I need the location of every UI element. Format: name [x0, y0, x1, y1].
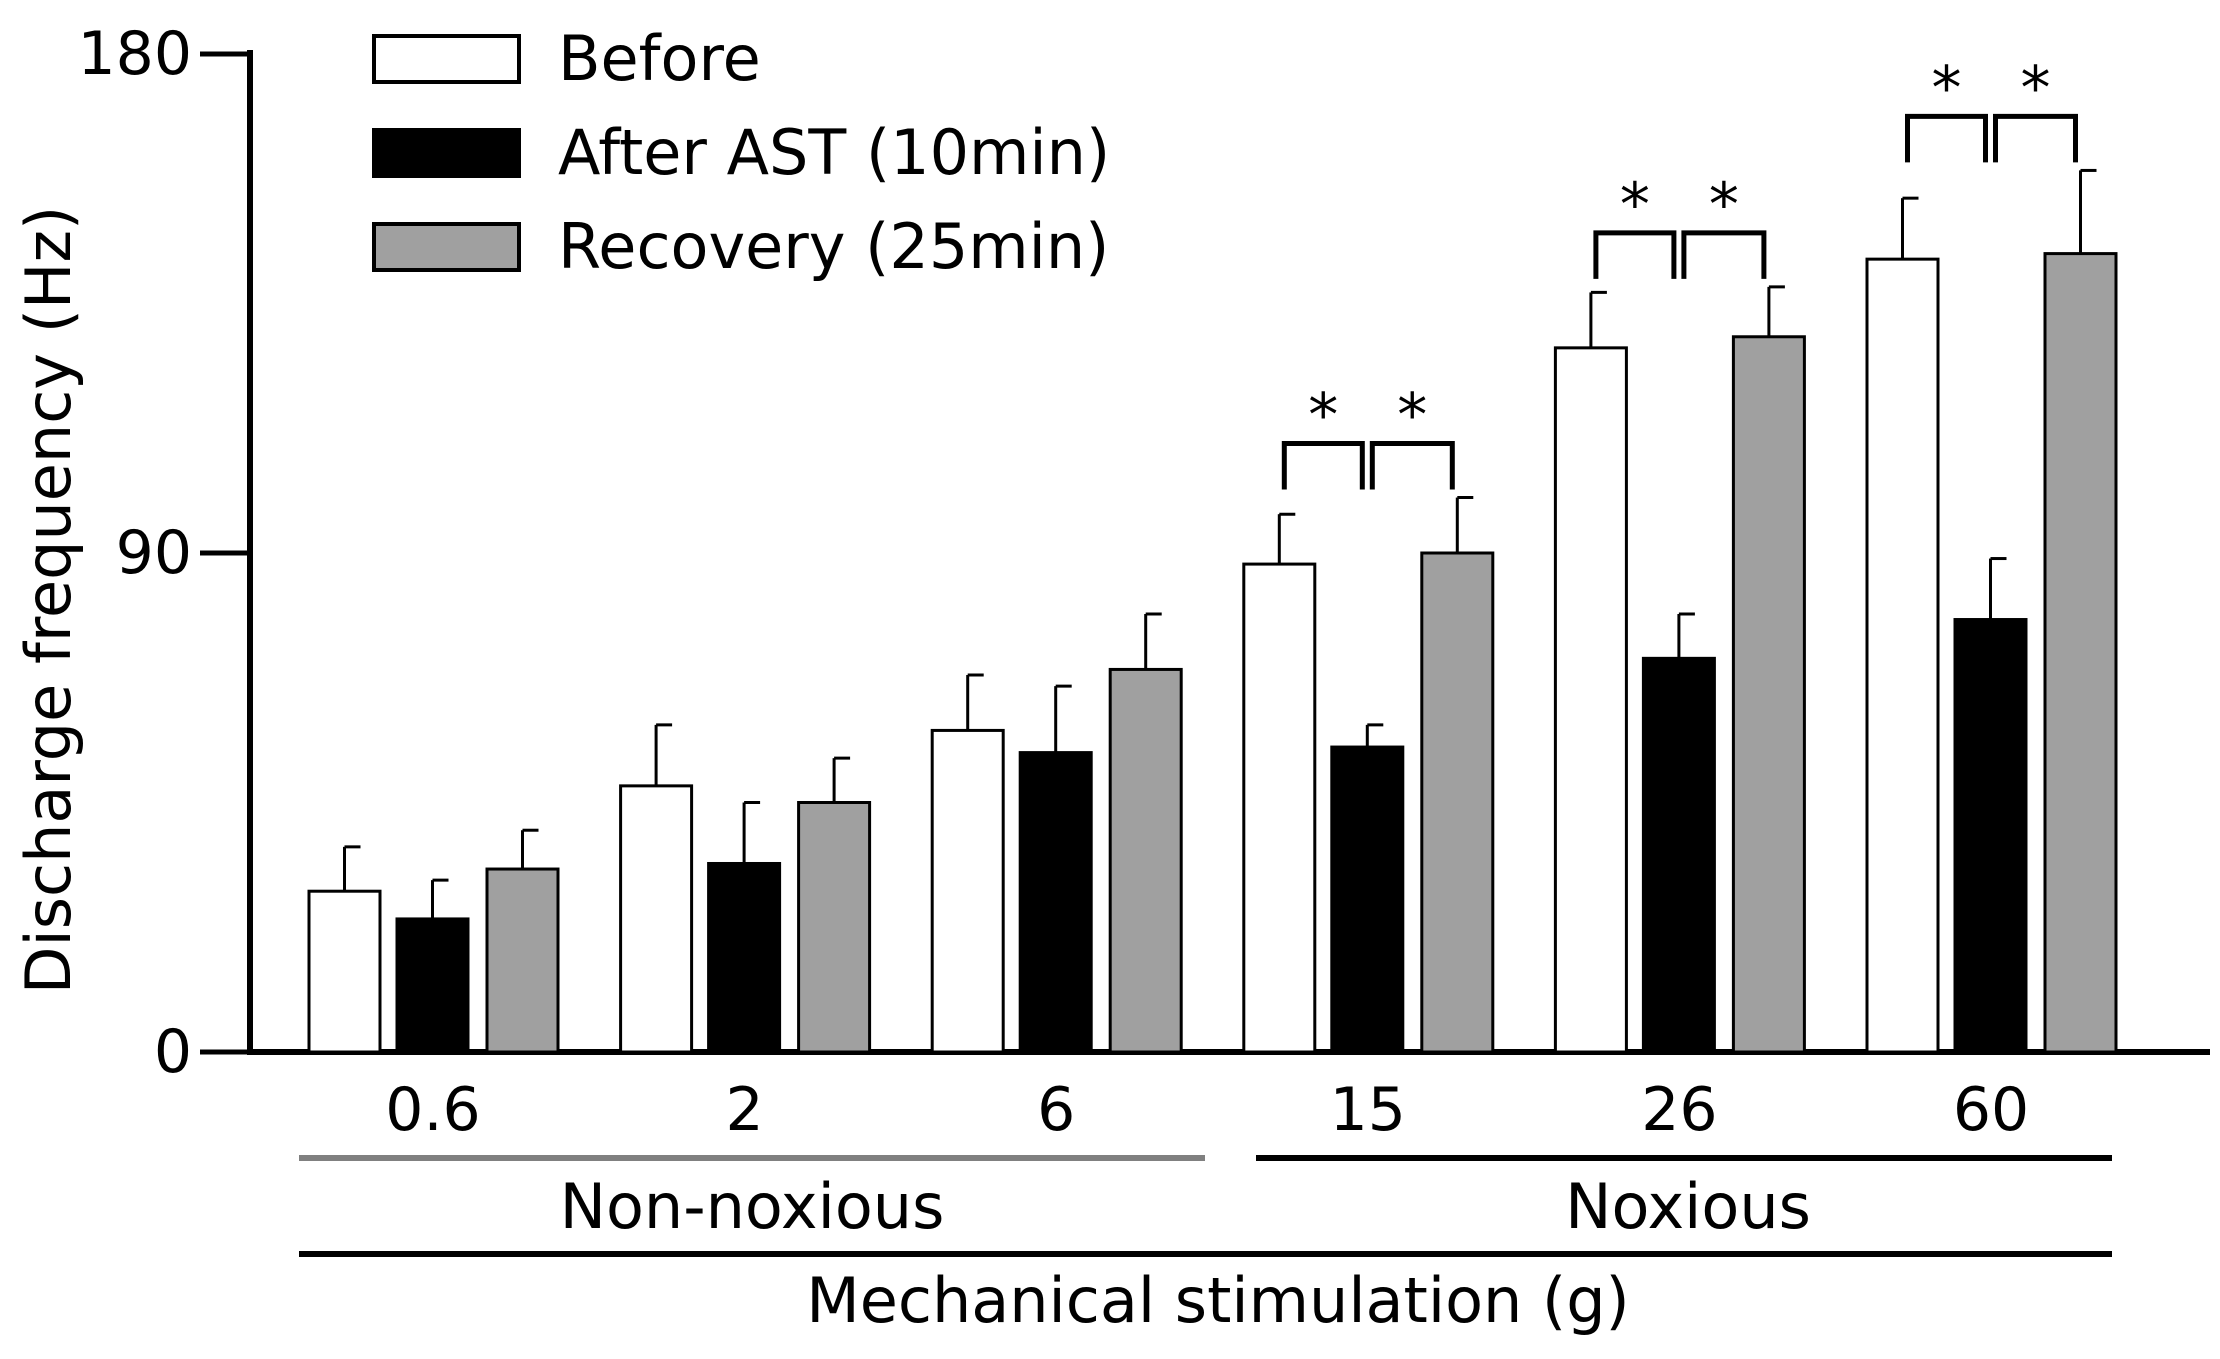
- bar-2-60: [2043, 252, 2118, 1054]
- bar-0-0.6: [307, 889, 382, 1054]
- legend-label-recovery: Recovery (25min): [558, 210, 1109, 283]
- significance-asterisk: *: [1620, 170, 1650, 240]
- significance-bracket: [1369, 441, 1455, 490]
- bar-1-2: [707, 861, 782, 1054]
- bar-1-15: [1330, 745, 1405, 1054]
- significance-asterisk: *: [1709, 170, 1739, 240]
- legend-swatch-0: [372, 34, 521, 84]
- x-tick-label: 6: [1037, 1075, 1075, 1145]
- significance-asterisk: *: [2021, 53, 2051, 123]
- significance-asterisk: *: [1308, 381, 1338, 451]
- legend-label-after: After AST (10min): [558, 116, 1110, 189]
- x-tick-label: 60: [1953, 1075, 2029, 1145]
- significance-bracket: [1993, 113, 2078, 163]
- significance-bracket: [1593, 230, 1677, 279]
- significance-bracket: [1681, 230, 1767, 279]
- bar-0-26: [1553, 346, 1628, 1054]
- significance-bracket: [1281, 441, 1365, 490]
- y-tick-label: 180: [77, 19, 192, 89]
- bar-1-60: [1953, 618, 2028, 1054]
- legend-swatch-1: [372, 128, 521, 178]
- group-label-noxious: Noxious: [1565, 1170, 1811, 1243]
- bar-1-26: [1641, 656, 1716, 1054]
- x-tick-label: 26: [1641, 1075, 1717, 1145]
- bar-2-15: [1420, 551, 1495, 1054]
- bar-2-2: [797, 801, 872, 1054]
- x-tick-label: 15: [1330, 1075, 1406, 1145]
- bar-2-6: [1108, 667, 1183, 1054]
- legend-swatch-2: [372, 222, 521, 272]
- bar-0-6: [930, 728, 1005, 1054]
- y-tick-label: 90: [116, 518, 192, 588]
- legend-label-before: Before: [558, 22, 761, 95]
- x-tick-label: 0.6: [385, 1075, 480, 1145]
- bar-0-15: [1242, 562, 1317, 1054]
- significance-asterisk: *: [1932, 53, 1962, 123]
- group-label-non-noxious: Non-noxious: [560, 1170, 945, 1243]
- bar-0-2: [619, 784, 694, 1054]
- y-axis-label: Discharge frequency (Hz): [12, 206, 85, 994]
- bar-1-6: [1018, 751, 1093, 1054]
- x-axis-label: Mechanical stimulation (g): [806, 1264, 1630, 1337]
- y-tick-label: 0: [154, 1017, 192, 1087]
- bar-2-0.6: [485, 867, 560, 1054]
- bar-2-26: [1731, 335, 1806, 1054]
- bar-1-0.6: [395, 917, 470, 1054]
- significance-asterisk: *: [1397, 381, 1427, 451]
- significance-bracket: [1905, 113, 1988, 163]
- bar-0-60: [1865, 257, 1940, 1054]
- x-tick-label: 2: [726, 1075, 764, 1145]
